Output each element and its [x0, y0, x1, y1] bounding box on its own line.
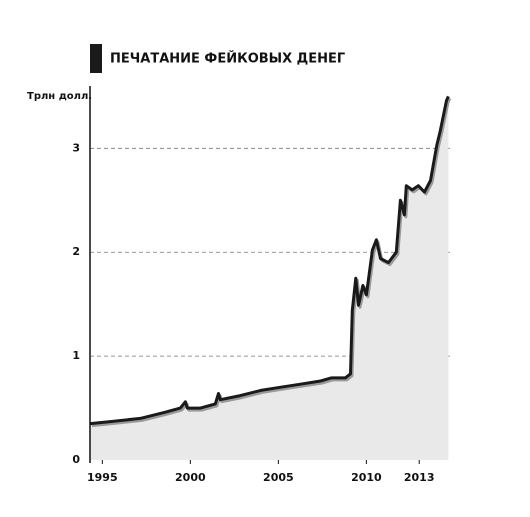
- x-tick-label: 2000: [175, 471, 206, 484]
- x-tick-label: 2013: [404, 471, 435, 484]
- y-tick-label: 0: [72, 453, 80, 466]
- line-shadow: [91, 97, 452, 428]
- data-line: [90, 95, 450, 426]
- title-marker: [90, 44, 102, 73]
- chart-title: ПЕЧАТАНИЕ ФЕЙКОВЫХ ДЕНЕГ: [110, 51, 345, 67]
- y-axis-label: Трлн долл.: [27, 91, 92, 102]
- y-tick-label: 3: [72, 141, 80, 154]
- area-fill: [90, 96, 449, 461]
- x-tick-label: 2005: [263, 471, 294, 484]
- y-tick-label: 2: [72, 245, 80, 258]
- x-tick-label: 2010: [351, 471, 382, 484]
- y-tick-label: 1: [72, 349, 80, 362]
- x-tick-label: 1995: [87, 471, 118, 484]
